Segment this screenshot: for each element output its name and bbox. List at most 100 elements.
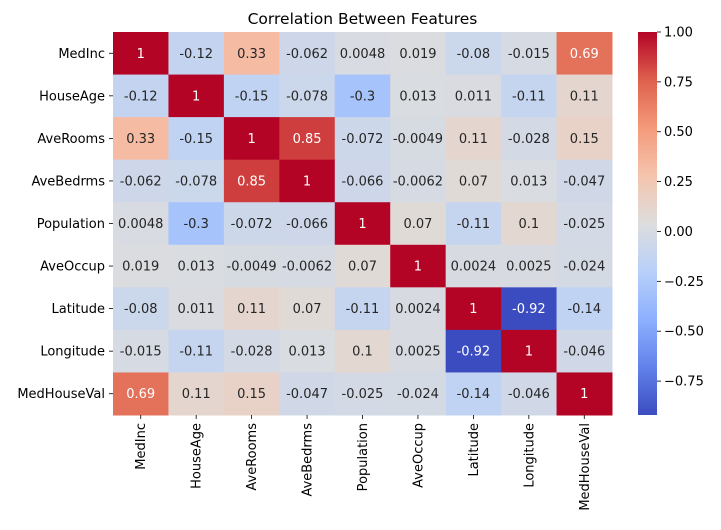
heatmap-cell: [501, 159, 558, 203]
heatmap-cell: [556, 287, 613, 331]
heatmap-cell: [168, 32, 225, 76]
heatmap-cell: [168, 372, 225, 416]
cell-value-label: -0.072: [231, 217, 273, 232]
cell-value-label: 0.33: [237, 47, 266, 62]
heatmap-cell: [445, 202, 502, 246]
y-axis-labels: MedInc HouseAge AveRooms AveBedrms Populatio…: [17, 47, 113, 402]
cell-value-label: -0.066: [342, 174, 384, 189]
x-tick-label: MedHouseVal: [578, 423, 593, 511]
x-tick-label: Longitude: [522, 423, 537, 488]
x-tick-label: AveOccup: [411, 423, 426, 488]
cell-value-label: -0.0062: [282, 260, 332, 275]
heatmap-cell: [445, 244, 502, 288]
heatmap-cell: [445, 159, 502, 203]
heatmap-cell: [501, 329, 558, 373]
heatmap-cell: [501, 74, 558, 118]
heatmap-cell: [390, 287, 447, 331]
heatmap-cell: [223, 32, 280, 76]
heatmap-cell: [113, 329, 169, 373]
heatmap-cell: [501, 202, 558, 246]
heatmap-cell: [279, 74, 336, 118]
cell-value-label: 0.0024: [395, 302, 441, 317]
cell-value-label: -0.12: [124, 89, 158, 104]
heatmap-cell: [113, 244, 169, 288]
colorbar-tick-label: −0.75: [664, 375, 704, 390]
heatmap-cell: [223, 159, 280, 203]
cell-value-label: -0.15: [179, 132, 213, 147]
heatmap-cell: [334, 244, 391, 288]
y-tick-label: Population: [37, 217, 105, 232]
cell-value-label: -0.0049: [393, 132, 443, 147]
cell-value-label: -0.024: [563, 260, 605, 275]
heatmap-cell: [113, 74, 169, 118]
cell-value-label: 1: [469, 302, 477, 317]
y-tick-label: Latitude: [51, 302, 105, 317]
x-tick-label: Population: [356, 423, 371, 491]
y-tick-label: Longitude: [40, 345, 105, 360]
heatmap-cell: [279, 287, 336, 331]
y-tick-label: MedInc: [58, 47, 105, 62]
heatmap-cell: [223, 244, 280, 288]
heatmap-cell: [223, 117, 280, 161]
cell-value-label: 0.15: [237, 387, 266, 402]
cell-value-label: -0.92: [457, 345, 491, 360]
heatmap-cell: [556, 74, 613, 118]
cell-value-label: 0.1: [352, 345, 373, 360]
y-tick-label: AveBedrms: [31, 174, 105, 189]
cell-value-label: 0.019: [399, 47, 436, 62]
cell-value-label: -0.12: [179, 47, 213, 62]
heatmap-cell: [390, 329, 447, 373]
cell-value-label: 0.85: [237, 174, 266, 189]
heatmap-cell: [334, 287, 391, 331]
heatmap-cell: [113, 372, 169, 416]
heatmap-cell: [279, 32, 336, 76]
heatmap-cell: [390, 32, 447, 76]
cell-value-label: -0.015: [120, 345, 162, 360]
heatmap-cell: [279, 159, 336, 203]
cell-value-label: -0.14: [457, 387, 491, 402]
heatmap-cell: [279, 202, 336, 246]
heatmap-cell: [113, 202, 169, 246]
heatmap-cell: [390, 202, 447, 246]
heatmap-cell: [556, 202, 613, 246]
cell-value-label: 0.013: [178, 260, 215, 275]
heatmap-cell: [334, 329, 391, 373]
colorbar-tick-label: −0.50: [664, 325, 704, 340]
cell-value-label: 0.11: [570, 89, 599, 104]
cell-value-label: -0.11: [179, 345, 213, 360]
heatmap-cell: [445, 74, 502, 118]
cell-value-label: -0.025: [563, 217, 605, 232]
cell-value-label: -0.025: [342, 387, 384, 402]
cell-value-label: -0.3: [350, 89, 375, 104]
cell-value-label: -0.046: [563, 345, 605, 360]
cell-value-label: -0.066: [286, 217, 328, 232]
heatmap-cell: [168, 329, 225, 373]
heatmap-cell: [113, 32, 169, 76]
y-tick-label: HouseAge: [39, 89, 105, 104]
heatmap-cell: [390, 117, 447, 161]
chart-title: Correlation Between Features: [248, 10, 478, 28]
heatmap-cell: [501, 117, 558, 161]
cell-value-label: -0.11: [457, 217, 491, 232]
heatmap-cell: [556, 372, 613, 416]
cell-value-label: -0.072: [342, 132, 384, 147]
heatmap-cell: [279, 244, 336, 288]
heatmap-cell: [445, 329, 502, 373]
heatmap-cell: [390, 74, 447, 118]
cell-value-label: -0.0049: [227, 260, 277, 275]
cell-value-label: 0.33: [126, 132, 155, 147]
cell-value-label: 0.0025: [395, 345, 441, 360]
cell-value-label: -0.078: [286, 89, 328, 104]
cell-value-label: 1: [247, 132, 255, 147]
cell-value-label: -0.11: [346, 302, 380, 317]
heatmap-cell: [501, 372, 558, 416]
heatmap-cells: 1 -0.12 0.33 -0.062 0.0048 0.019 -0.08 -0.015 0.…: [113, 32, 613, 416]
cell-value-label: 0.013: [510, 174, 547, 189]
heatmap-cell: [168, 202, 225, 246]
heatmap-cell: [390, 244, 447, 288]
heatmap-cell: [501, 244, 558, 288]
cell-value-label: -0.062: [286, 47, 328, 62]
cell-value-label: 0.07: [459, 174, 488, 189]
cell-value-label: 0.69: [126, 387, 155, 402]
cell-value-label: 1: [137, 47, 145, 62]
